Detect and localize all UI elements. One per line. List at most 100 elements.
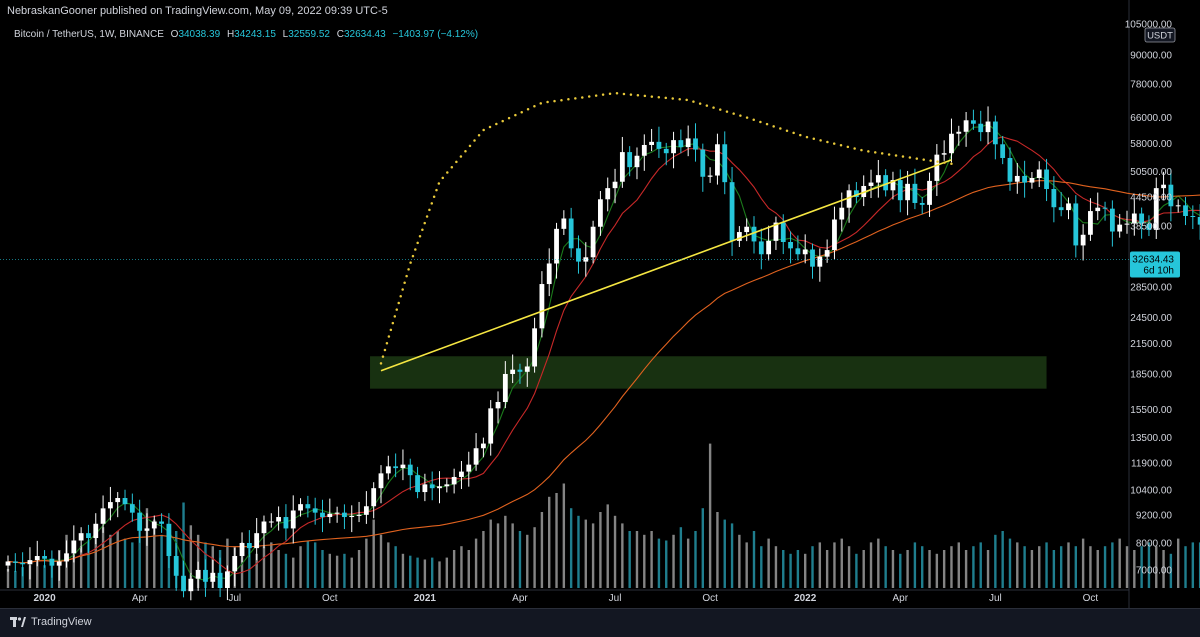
volume-bar	[628, 531, 631, 588]
candle	[883, 169, 889, 197]
candle-body	[71, 540, 77, 554]
candle	[473, 433, 479, 471]
candle	[181, 560, 186, 598]
candle-body	[1007, 157, 1013, 182]
volume-bar	[1140, 546, 1143, 588]
candle	[949, 118, 954, 163]
volume-bar	[262, 546, 266, 588]
candle	[868, 169, 874, 199]
candle-body	[700, 149, 706, 177]
candle-body	[203, 569, 208, 582]
tradingview-brand[interactable]: TradingView	[10, 616, 92, 628]
candle	[71, 525, 77, 563]
candle-body	[1102, 207, 1108, 209]
candle-body	[766, 240, 772, 255]
candle	[1014, 163, 1020, 194]
volume-bar	[994, 534, 997, 588]
candle-body	[1161, 184, 1166, 189]
candle	[992, 115, 998, 160]
volume-bar	[796, 550, 800, 588]
candle-body	[144, 528, 150, 531]
open-label: O	[170, 29, 179, 40]
volume-bar	[913, 542, 917, 588]
volume-bar	[1191, 542, 1195, 588]
candle-body	[56, 561, 62, 566]
volume-bar	[196, 534, 200, 588]
volume-bar	[116, 531, 119, 588]
candle	[371, 482, 377, 519]
time-tick-label: Jul	[228, 593, 241, 604]
candle	[1036, 161, 1042, 188]
candle	[363, 491, 369, 524]
brand-label: TradingView	[31, 616, 92, 628]
candle-body	[729, 182, 735, 241]
candle-body	[992, 121, 998, 145]
candle-body	[159, 521, 164, 524]
candle-body	[1190, 215, 1196, 217]
volume-bar	[1176, 538, 1180, 588]
volume-bar	[79, 546, 83, 588]
candle-body	[502, 373, 508, 402]
volume-bar	[511, 523, 514, 588]
volume-bar	[591, 523, 595, 588]
candle	[546, 248, 552, 297]
candle	[985, 106, 991, 145]
candle-body	[86, 533, 91, 539]
candle-body	[334, 512, 340, 514]
candle-body	[64, 553, 69, 562]
volume-bar	[72, 553, 76, 588]
candle	[137, 499, 143, 543]
volume-bar	[1067, 542, 1070, 588]
price-tick-label: 11900.00	[1131, 458, 1172, 469]
candle	[78, 527, 84, 553]
volume-bar	[277, 550, 280, 588]
candle-body	[42, 556, 47, 559]
time-tick-label: 2022	[794, 593, 817, 604]
volume-bar	[321, 550, 324, 588]
volume-bar	[292, 557, 295, 588]
candle	[744, 218, 750, 242]
candle	[195, 561, 201, 591]
ohlc-legend: Bitcoin / TetherUS, 1W, BINANCE O34038.3…	[14, 29, 478, 40]
candle	[276, 506, 282, 531]
candle-body	[736, 232, 742, 241]
candle	[246, 530, 252, 558]
volume-bar	[94, 531, 97, 588]
volume-bar	[906, 550, 909, 588]
candle-body	[1139, 213, 1145, 224]
candle-body	[363, 506, 369, 515]
candle-body	[115, 498, 121, 503]
volume-bar	[606, 504, 609, 588]
price-tick-label: 8000.00	[1136, 539, 1173, 550]
time-tick-label: Apr	[132, 593, 148, 604]
candle-body	[210, 572, 216, 582]
candle	[524, 358, 530, 387]
candle	[298, 498, 303, 517]
candle-body	[795, 248, 801, 255]
price-tick-label: 10400.00	[1130, 486, 1172, 497]
volume-bar	[343, 553, 346, 588]
candle-body	[510, 369, 516, 374]
volume-bar	[489, 519, 492, 588]
candle	[641, 134, 647, 171]
candle-body	[349, 515, 355, 518]
candle	[100, 495, 106, 533]
candle-body	[1131, 213, 1137, 224]
candle	[663, 142, 669, 166]
volume-bar	[599, 512, 602, 588]
candle	[1183, 197, 1188, 226]
candle	[1029, 172, 1035, 189]
candle-body	[868, 182, 874, 186]
volume-bar	[708, 443, 712, 588]
publisher-line: NebraskanGooner published on TradingView…	[7, 5, 388, 17]
candle	[736, 226, 742, 248]
candle-body	[875, 175, 881, 183]
candle-body	[1124, 223, 1130, 225]
candle-body	[100, 508, 106, 524]
candle-body	[225, 571, 230, 588]
volume-bar	[416, 557, 419, 588]
candle	[517, 363, 523, 384]
candle-body	[546, 263, 552, 285]
candle-body	[298, 504, 303, 511]
